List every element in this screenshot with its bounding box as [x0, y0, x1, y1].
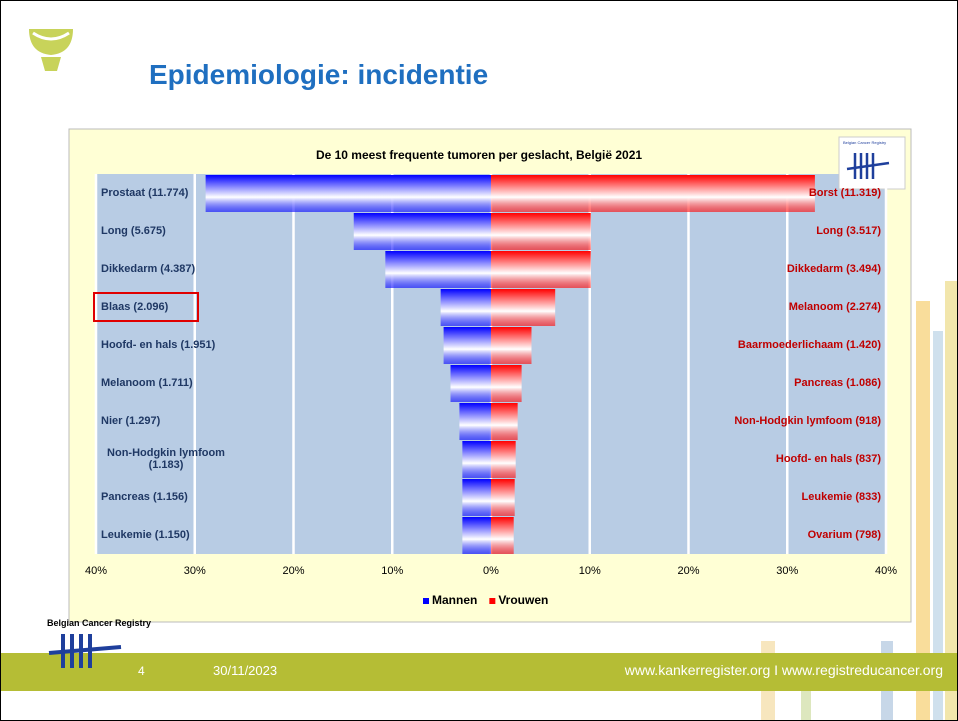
category-label: Non-Hodgkin lymfoom (918) [734, 415, 881, 427]
legend-swatch [489, 598, 496, 604]
footer-date: 30/11/2023 [213, 663, 278, 678]
category-label: Long (5.675) [101, 225, 166, 237]
logo-icon-line [32, 31, 70, 41]
bar [459, 403, 491, 440]
bar [491, 289, 556, 326]
chart-title: De 10 meest frequente tumoren per geslac… [315, 148, 643, 162]
category-label: Melanoom (2.274) [788, 301, 881, 313]
bar [491, 441, 516, 478]
category-label: Leukemie (833) [801, 491, 881, 503]
bar [353, 213, 491, 250]
footer-bar [1, 653, 957, 691]
category-label: Ovarium (798) [807, 529, 881, 541]
x-tick-label: 20% [677, 565, 700, 577]
category-label: Blaas (2.096) [101, 301, 169, 313]
x-tick-label: 10% [381, 565, 404, 577]
category-label: Hoofd- en hals (837) [775, 453, 881, 465]
bar [491, 479, 515, 516]
category-label: Dikkedarm (3.494) [786, 263, 881, 275]
bar [491, 213, 591, 250]
category-label: Nier (1.297) [101, 415, 161, 427]
category-label: Hoofd- en hals (1.951) [101, 339, 216, 351]
slide-title: Epidemiologie: incidentie [149, 59, 489, 90]
bar [450, 365, 491, 402]
x-tick-label: 30% [183, 565, 206, 577]
bar [491, 175, 815, 212]
bar [462, 517, 491, 554]
legend-label: Mannen [432, 593, 478, 607]
category-label: Borst (11.319) [808, 187, 881, 199]
category-label: Non-Hodgkin lymfoom (1.183) [107, 447, 225, 471]
bar [205, 175, 492, 212]
chart-logo-text: Belgian Cancer Registry [843, 140, 887, 145]
bar [491, 365, 522, 402]
category-label: Leukemie (1.150) [101, 529, 190, 541]
category-label: Melanoom (1.711) [101, 377, 193, 389]
category-label: Pancreas (1.156) [101, 491, 188, 503]
bar [491, 403, 518, 440]
page-number: 4 [138, 664, 145, 678]
category-label: Long (3.517) [816, 225, 881, 237]
bar [491, 517, 514, 554]
footer-url: www.kankerregister.org I www.registreduc… [624, 662, 943, 678]
bar [462, 441, 491, 478]
logo-icon [29, 29, 73, 71]
logo-text: Belgian Cancer Registry [47, 618, 152, 628]
x-tick-label: 20% [282, 565, 305, 577]
category-label: Prostaat (11.774) [101, 187, 189, 199]
highlight-box [93, 292, 199, 322]
category-label: Pancreas (1.086) [794, 377, 881, 389]
x-tick-label: 0% [483, 565, 499, 577]
bar [385, 251, 491, 288]
x-tick-label: 40% [84, 565, 108, 577]
x-tick-label: 40% [874, 565, 898, 577]
legend-label: Vrouwen [498, 593, 549, 607]
bar [491, 327, 532, 364]
x-tick-label: 30% [776, 565, 799, 577]
bar [440, 289, 491, 326]
bar [462, 479, 491, 516]
x-tick-label: 10% [578, 565, 601, 577]
category-label: Dikkedarm (4.387) [101, 263, 196, 275]
bar [491, 251, 591, 288]
chart-logo-mark [846, 153, 890, 179]
bar [443, 327, 491, 364]
legend-swatch [423, 598, 429, 604]
category-label: Baarmoederlichaam (1.420) [737, 339, 881, 351]
footer-logo-mark [48, 634, 122, 668]
